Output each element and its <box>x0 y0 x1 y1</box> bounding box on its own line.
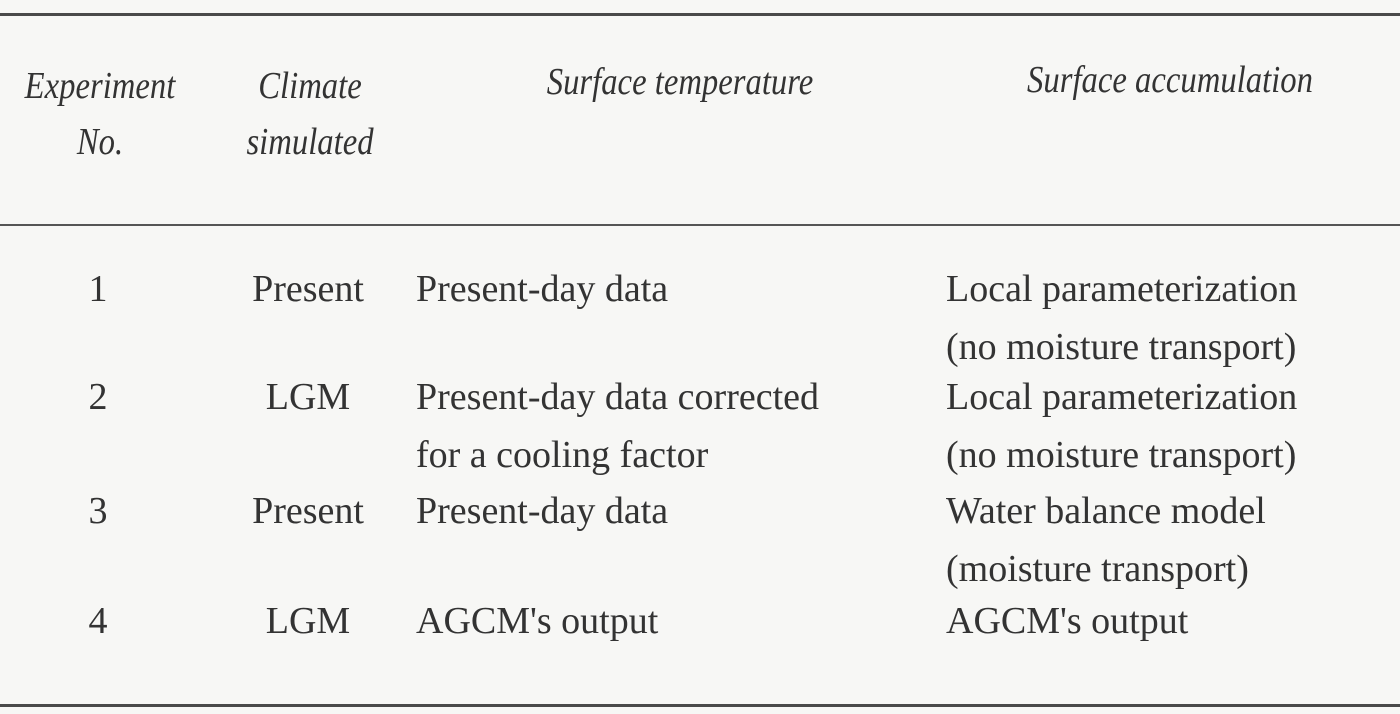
table-bottom-rule <box>0 704 1400 707</box>
cell-accumulation: AGCM's output <box>946 592 1188 650</box>
header-line: Surface temperature <box>546 61 814 103</box>
cell-climate: Present <box>252 268 364 310</box>
cell-temperature: Present-day data corrected for a cooling… <box>416 368 819 484</box>
header-rule <box>0 224 1400 226</box>
cell-line: (no moisture transport) <box>946 326 1297 368</box>
cell-experiment-no: 3 <box>88 490 108 532</box>
cell-line: Local parameterization <box>946 268 1298 310</box>
header-experiment-no: Experiment No. <box>0 58 203 170</box>
cell-line: Local parameterization <box>946 376 1298 418</box>
cell-accumulation: Local parameterization (no moisture tran… <box>946 260 1297 376</box>
table-top-rule <box>0 13 1400 16</box>
header-surface-accumulation: Surface accumulation <box>989 52 1350 108</box>
header-line: No. <box>76 121 124 163</box>
header-line: Climate <box>258 65 362 107</box>
cell-experiment-no: 2 <box>88 376 108 418</box>
cell-temperature: Present-day data <box>416 260 668 318</box>
cell-line: Present-day data <box>416 268 669 310</box>
header-surface-temperature: Surface temperature <box>499 54 860 110</box>
cell-experiment-no: 4 <box>88 600 108 642</box>
header-line: Surface accumulation <box>1027 59 1313 101</box>
cell-line: (moisture transport) <box>946 548 1249 590</box>
cell-line: Water balance model <box>946 490 1266 532</box>
cell-climate: LGM <box>265 600 351 642</box>
cell-climate: Present <box>252 490 364 532</box>
cell-accumulation: Local parameterization (no moisture tran… <box>946 368 1297 484</box>
header-line: Experiment <box>24 65 176 107</box>
cell-line: for a cooling factor <box>416 434 709 476</box>
cell-line: Present-day data <box>416 490 669 532</box>
cell-line: (no moisture transport) <box>946 434 1297 476</box>
cell-line: AGCM's output <box>416 600 659 642</box>
cell-climate: LGM <box>265 376 351 418</box>
cell-temperature: AGCM's output <box>416 592 658 650</box>
cell-line: Present-day data corrected <box>416 376 820 418</box>
cell-accumulation: Water balance model (moisture transport) <box>946 482 1266 598</box>
cell-line: AGCM's output <box>946 600 1189 642</box>
cell-temperature: Present-day data <box>416 482 668 540</box>
cell-experiment-no: 1 <box>88 268 108 310</box>
header-line: simulated <box>246 121 374 163</box>
header-climate-simulated: Climate simulated <box>215 58 404 170</box>
